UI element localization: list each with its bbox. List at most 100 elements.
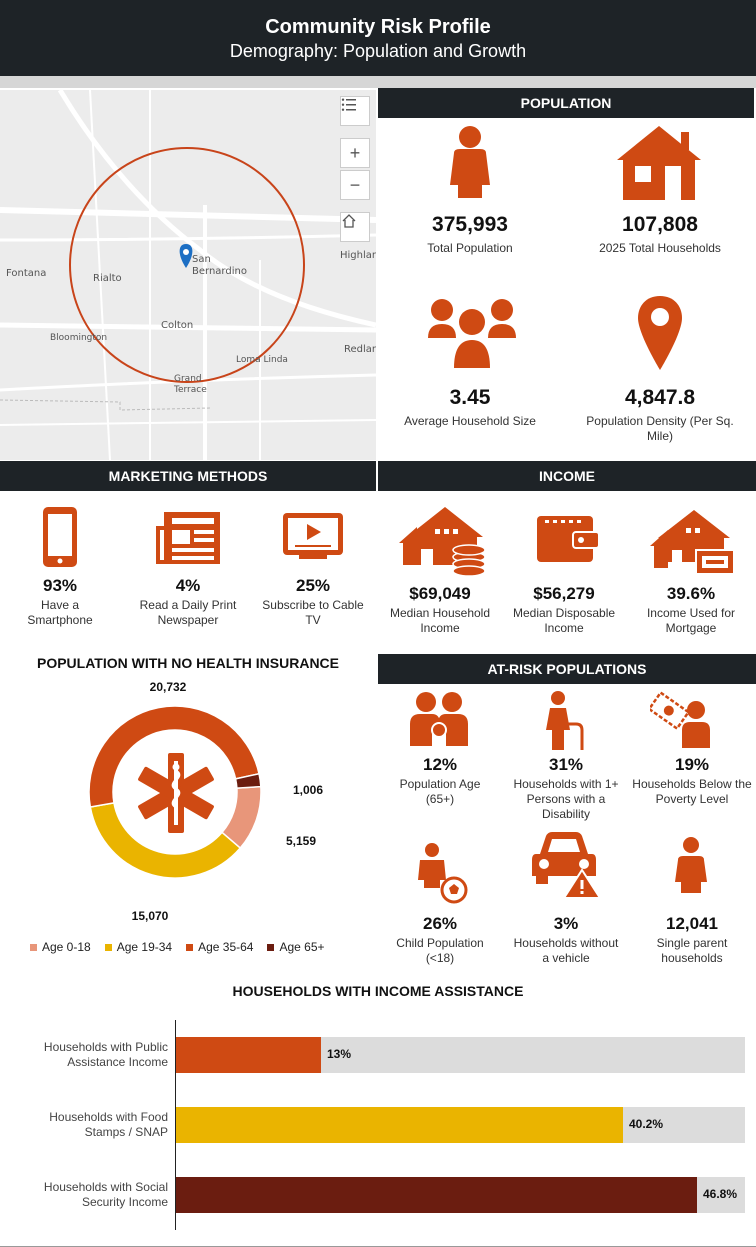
stat-label: Population Age (65+) (399, 777, 481, 806)
at-risk-stat: 12% Population Age (65+) (386, 755, 494, 807)
stat-label: Population Density (Per Sq. Mile) (586, 414, 734, 443)
house-coins-icon (399, 507, 486, 577)
home-button[interactable] (340, 212, 370, 242)
house-cash-icon (650, 510, 735, 575)
bar-category-label: Households with Food Stamps / SNAP (49, 1110, 168, 1139)
house-icon (617, 126, 701, 200)
map-label: Bloomington (50, 333, 108, 343)
at-risk-stat: 26% Child Population (<18) (386, 914, 494, 966)
population-section-title: POPULATION (378, 88, 754, 118)
stat-label: Households with 1+ Persons with a Disabi… (513, 777, 619, 821)
newspaper-icon (156, 512, 220, 564)
assistance-chart-title: HOUSEHOLDS WITH INCOME ASSISTANCE (232, 983, 524, 999)
bar-category-label: Households with Social Security Income (43, 1180, 168, 1209)
legend-swatch (267, 943, 275, 951)
stat-value: 31% (548, 755, 584, 774)
child-ball-icon (418, 843, 468, 904)
elderly-couple-icon (410, 692, 468, 746)
medical-star-icon (138, 753, 214, 833)
map-canvas (0, 90, 376, 460)
population-stat: 4,847.8 Population Density (Per Sq. Mile… (582, 386, 738, 444)
stat-label: Have a Smartphone (27, 598, 93, 627)
stat-label: Total Population (427, 241, 513, 255)
stat-value: 107,808 (622, 213, 698, 236)
stat-label: Single parent households (656, 936, 728, 965)
home-icon (342, 214, 356, 228)
map-label: Highlan (340, 250, 376, 261)
page-header: Community Risk Profile Demography: Popul… (0, 0, 756, 76)
legend-label: Age 19-34 (116, 940, 173, 954)
location-pin-icon (638, 296, 682, 370)
donut-value-label: 5,159 (286, 834, 316, 848)
at-risk-stat: 31% Households with 1+ Persons with a Di… (510, 755, 622, 822)
stat-label: Average Household Size (404, 414, 536, 428)
legend-label: Age 35-64 (198, 940, 254, 954)
bar-value-label: 46.8% (703, 1187, 738, 1201)
zoom-out-button[interactable]: − (340, 170, 370, 200)
header-divider (0, 76, 756, 88)
stat-label: Subscribe to Cable TV (262, 598, 364, 627)
bar-value-label: 40.2% (629, 1117, 664, 1131)
bar-value-label: 13% (327, 1047, 352, 1061)
stat-label: Read a Daily Print Newspaper (139, 598, 237, 627)
map-label: Grand Terrace (174, 374, 207, 395)
legend-swatch (104, 943, 112, 951)
map-label: Fontana (6, 268, 47, 279)
stat-value: 12% (422, 755, 458, 774)
at-risk-stat: 12,041 Single parent households (632, 914, 752, 966)
bar-fill (176, 1107, 623, 1143)
stat-value: 39.6% (666, 584, 716, 603)
stat-value: 4% (175, 576, 201, 595)
map-label: Redlar (344, 344, 376, 355)
legend-item: Age 65+ (267, 940, 325, 954)
group-icon (428, 299, 516, 368)
donut-value-label: 15,070 (132, 909, 169, 923)
single-person-icon (675, 837, 707, 893)
insurance-donut-chart: 5,159 15,070 20,732 1,006 (88, 680, 323, 923)
marketing-stat: 93% Have a Smartphone (10, 576, 110, 628)
map-label: Colton (161, 320, 194, 331)
insurance-legend: Age 0-18 Age 19-34 Age 35-64 Age 65+ (30, 940, 325, 954)
income-stat: $56,279 Median Disposable Income (507, 584, 621, 636)
marketing-stat: 4% Read a Daily Print Newspaper (128, 576, 248, 628)
population-stat: 107,808 2025 Total Households (580, 213, 740, 256)
smartphone-icon (43, 507, 77, 567)
stat-label: Median Household Income (389, 606, 491, 635)
zoom-in-button[interactable]: + (340, 138, 370, 168)
legend-list-button[interactable] (340, 96, 370, 126)
stat-label: Households without a vehicle (513, 936, 619, 965)
map-label: Loma Linda (236, 355, 288, 365)
income-stat: $69,049 Median Household Income (383, 584, 497, 636)
stat-value: $56,279 (533, 584, 595, 603)
stat-label: 2025 Total Households (599, 241, 721, 255)
stat-value: 3% (553, 914, 579, 933)
at-risk-stat: 19% Households Below the Poverty Level (632, 755, 752, 807)
stat-value: 26% (422, 914, 458, 933)
stat-value: 375,993 (432, 213, 508, 236)
person-icon (450, 126, 490, 198)
bar-fill (176, 1037, 321, 1073)
at-risk-stat: 3% Households without a vehicle (510, 914, 622, 966)
population-stat: 3.45 Average Household Size (395, 386, 545, 429)
stat-value: 19% (674, 755, 710, 774)
marketing-section-title: MARKETING METHODS (0, 461, 376, 491)
cane-person-icon (546, 691, 584, 750)
stat-value: 4,847.8 (624, 386, 696, 409)
donut-value-label: 20,732 (150, 680, 187, 694)
insurance-chart-title: POPULATION WITH NO HEALTH INSURANCE (36, 655, 340, 671)
map-label: Rialto (93, 273, 122, 284)
map-label: San Bernardino (192, 254, 247, 277)
legend-item: Age 0-18 (30, 940, 91, 954)
stat-value: 12,041 (666, 914, 718, 933)
list-icon (341, 98, 356, 111)
map-view[interactable]: Fontana Rialto San Bernardino Colton Blo… (0, 90, 376, 460)
bar-track: 13% (176, 1037, 745, 1073)
at-risk-section-title: AT-RISK POPULATIONS (378, 654, 756, 684)
wallet-icon (537, 516, 599, 562)
tv-icon (283, 513, 343, 559)
bar-track: 40.2% (176, 1107, 745, 1143)
legend-item: Age 19-34 (104, 940, 173, 954)
stat-value: 93% (42, 576, 78, 595)
population-stat: 375,993 Total Population (395, 213, 545, 256)
stat-value: $69,049 (409, 584, 471, 603)
